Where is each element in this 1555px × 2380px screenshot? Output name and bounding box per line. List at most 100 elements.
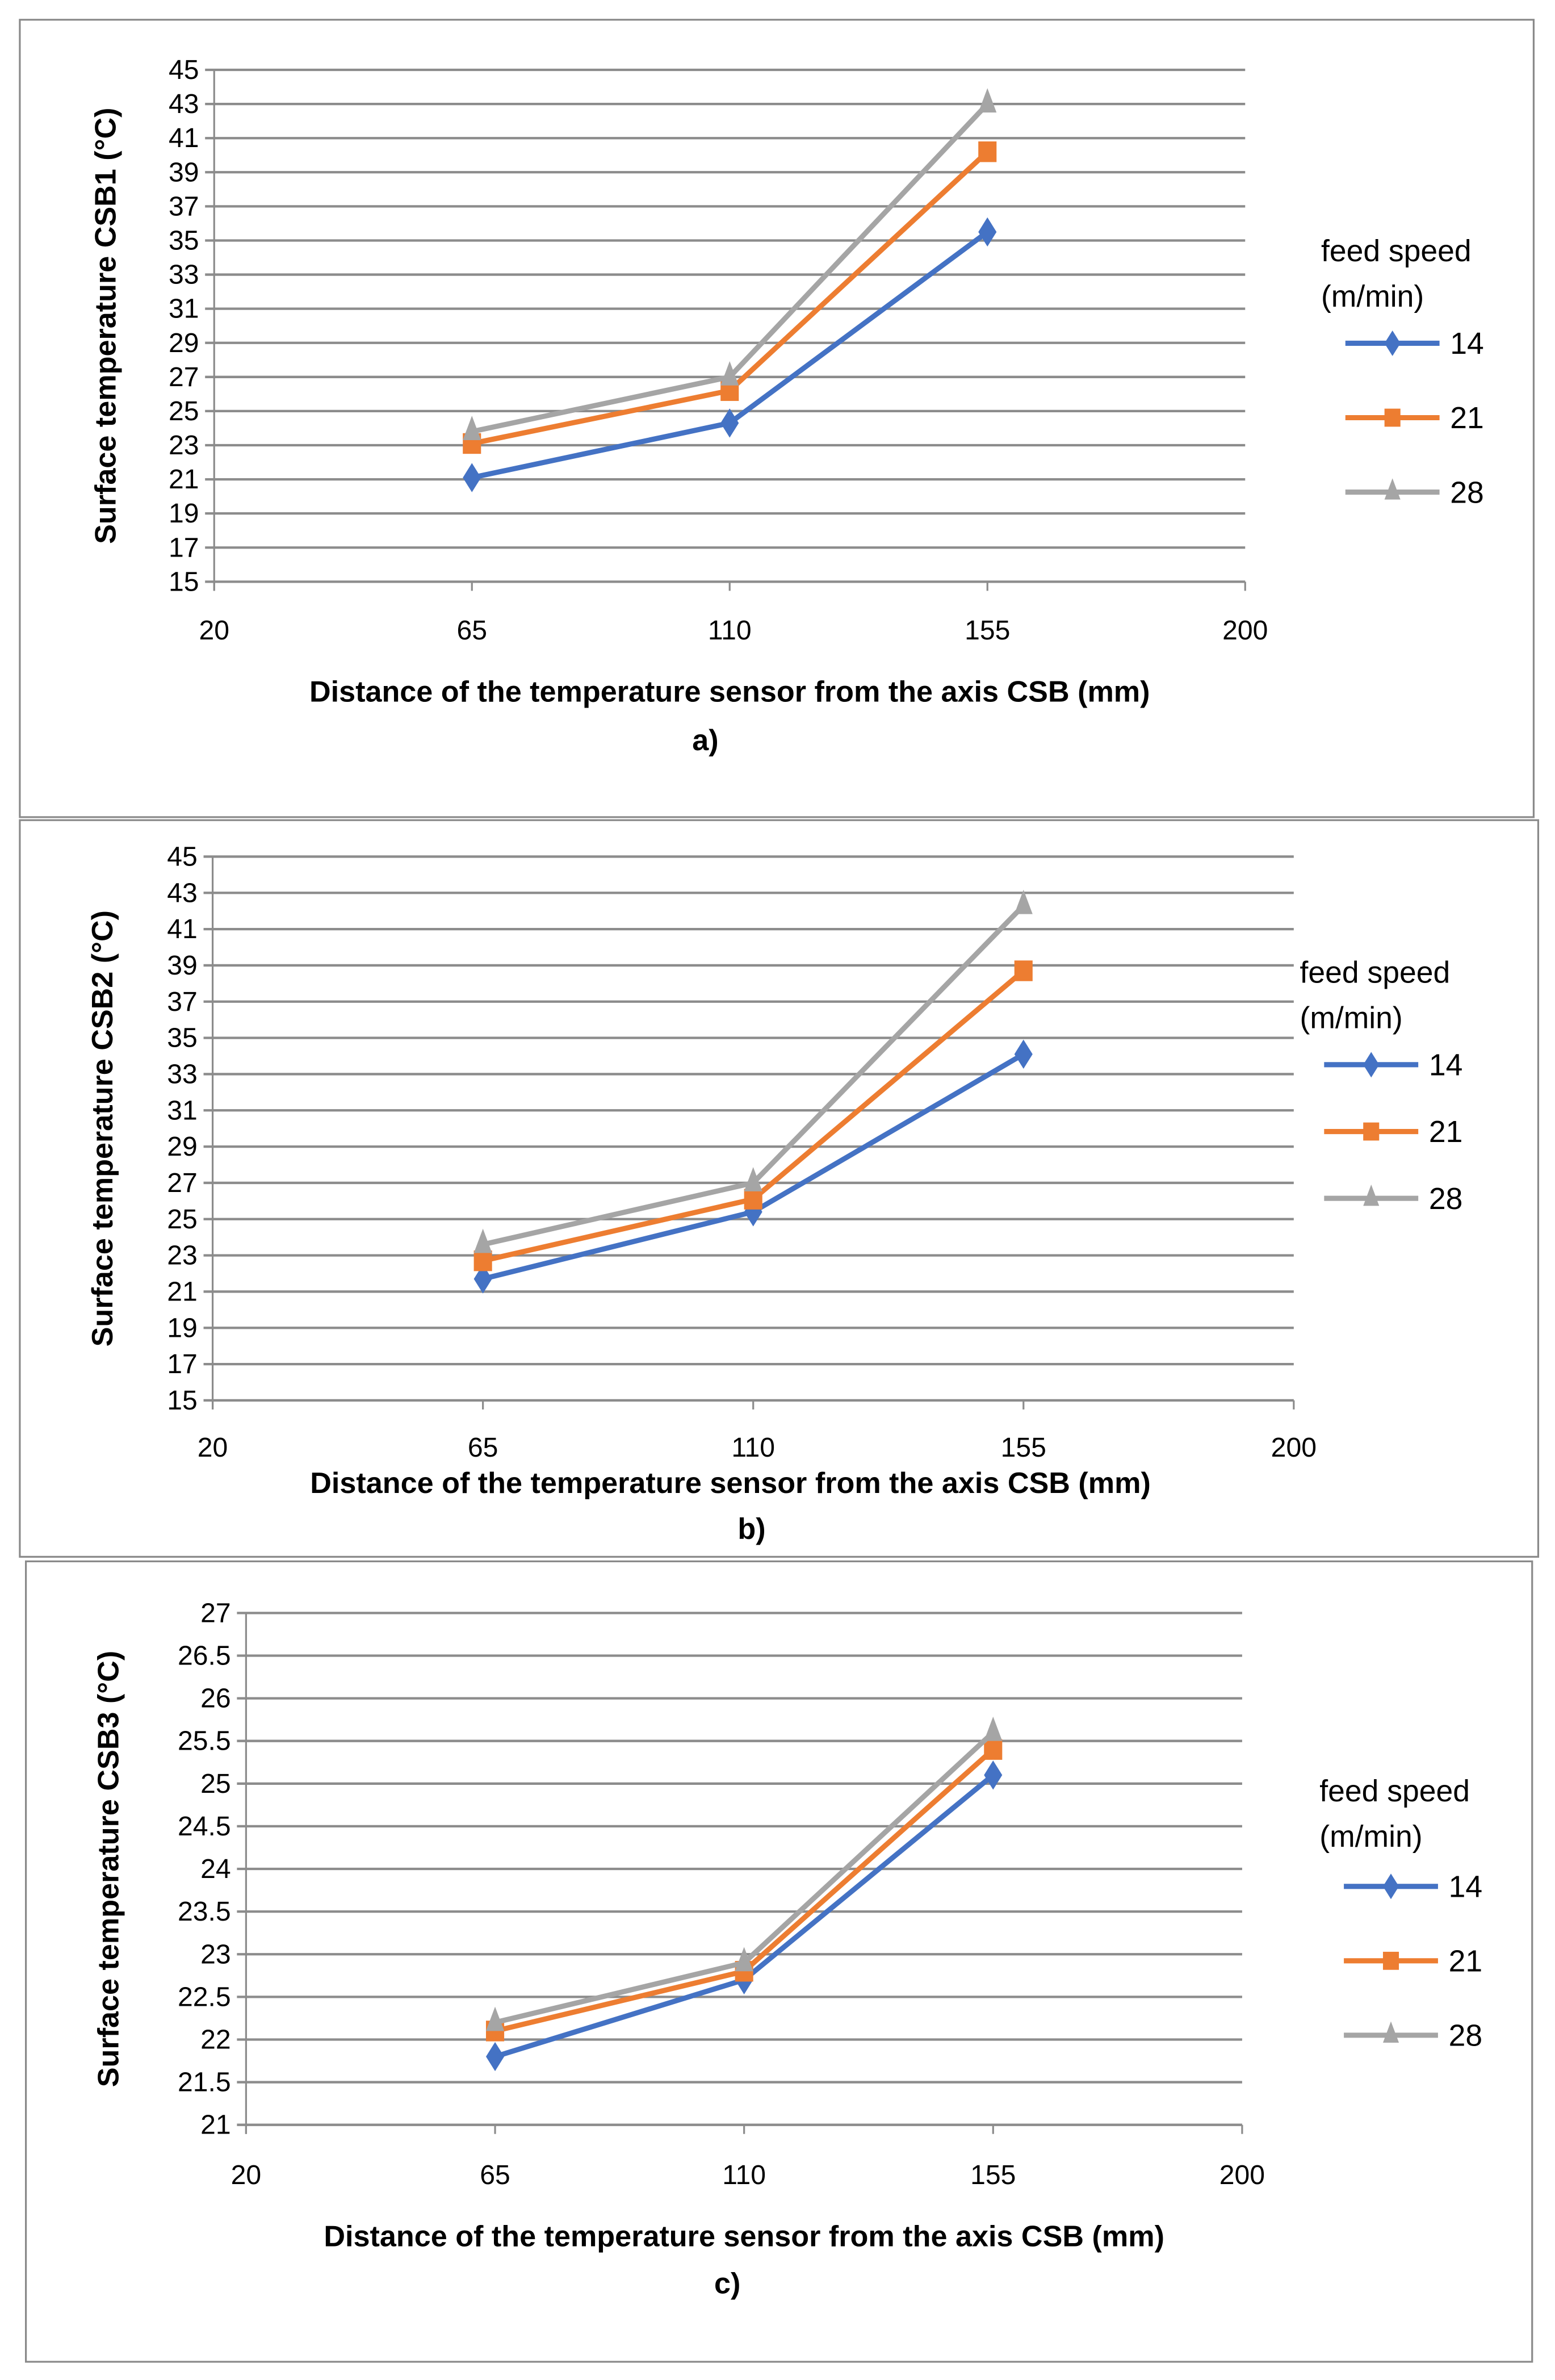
- y-tick-label: 33: [169, 260, 199, 290]
- x-tick-label: 110: [722, 2160, 766, 2190]
- legend-marker-diamond: [1363, 1052, 1380, 1078]
- y-tick-label: 23: [169, 430, 199, 461]
- legend-label: 28: [1450, 476, 1484, 509]
- data-point-diamond: [1014, 1039, 1033, 1069]
- y-tick-label: 19: [167, 1312, 198, 1343]
- y-tick-label: 22: [200, 2025, 231, 2055]
- panel-label: b): [737, 1512, 765, 1545]
- y-tick-label: 21.5: [178, 2067, 231, 2098]
- legend-marker-triangle: [1382, 2021, 1399, 2043]
- x-tick-label: 110: [708, 615, 752, 646]
- series-14: [463, 217, 997, 492]
- y-tick-label: 35: [169, 225, 199, 256]
- series-28: [485, 1716, 1003, 2031]
- legend-marker-diamond: [1382, 1873, 1399, 1900]
- panel-border: [19, 19, 1535, 818]
- y-tick-label: 21: [169, 464, 199, 495]
- y-axis-title: Surface temperature CSB3 (°C): [93, 1651, 125, 2087]
- data-point-triangle: [744, 1167, 762, 1191]
- series-28: [473, 889, 1033, 1253]
- y-tick-label: 24: [200, 1854, 231, 1884]
- x-tick-label: 20: [199, 615, 229, 646]
- y-tick-label: 15: [167, 1385, 198, 1416]
- panel-border: [24, 1560, 1533, 2363]
- x-tick-label: 200: [1219, 2160, 1265, 2190]
- y-tick-label: 45: [167, 841, 198, 872]
- x-tick-label: 65: [468, 1432, 498, 1463]
- legend-label: 21: [1450, 401, 1484, 435]
- legend-title: feed speed: [1300, 956, 1451, 989]
- legend-marker-diamond: [1384, 330, 1401, 356]
- data-point-diamond: [473, 1264, 492, 1294]
- series-28: [463, 88, 997, 440]
- y-tick-label: 17: [167, 1349, 198, 1379]
- x-axis-title: Distance of the temperature sensor from …: [309, 676, 1150, 709]
- legend-marker-square: [1384, 408, 1401, 427]
- y-tick-label: 39: [167, 950, 198, 981]
- y-tick-label: 25.5: [178, 1726, 231, 1756]
- data-point-square: [978, 141, 997, 162]
- panel-border: [19, 819, 1540, 1558]
- data-point-diamond: [463, 463, 481, 492]
- y-tick-label: 37: [169, 191, 199, 221]
- y-tick-label: 26: [200, 1683, 231, 1714]
- x-tick-label: 65: [456, 615, 487, 646]
- y-tick-label: 37: [167, 986, 198, 1017]
- legend-label: 14: [1450, 327, 1484, 361]
- y-axis-title: Surface temperature CSB2 (°C): [86, 910, 119, 1346]
- y-tick-label: 43: [169, 89, 199, 119]
- x-tick-label: 20: [198, 1432, 228, 1463]
- y-tick-label: 41: [167, 914, 198, 944]
- data-point-diamond: [984, 1760, 1003, 1790]
- legend-label: 21: [1449, 1945, 1483, 1979]
- y-tick-label: 19: [169, 498, 199, 529]
- legend-label: 28: [1449, 2019, 1483, 2053]
- legend-marker-square: [1363, 1122, 1380, 1141]
- chart-panel-b: 15 17 19 21 23 25 27 29 31 33 35 37 39 41 43 45 20 65 110 1…: [19, 819, 1540, 1558]
- data-point-triangle: [735, 1947, 753, 1972]
- legend-subtitle: (m/min): [1300, 1002, 1403, 1035]
- y-tick-label: 26.5: [178, 1641, 231, 1671]
- data-point-triangle: [984, 1716, 1003, 1741]
- y-tick-label: 23: [167, 1240, 198, 1271]
- y-tick-label: 23: [200, 1939, 231, 1969]
- x-tick-label: 110: [731, 1432, 775, 1463]
- legend-subtitle: (m/min): [1319, 1820, 1422, 1854]
- y-tick-label: 25: [169, 396, 199, 426]
- y-tick-label: 35: [167, 1023, 198, 1053]
- y-tick-label: 25: [200, 1768, 231, 1799]
- legend-label: 28: [1429, 1182, 1463, 1216]
- x-axis-title: Distance of the temperature sensor from …: [324, 2220, 1164, 2253]
- x-tick-label: 155: [965, 615, 1010, 646]
- legend-marker-triangle: [1363, 1184, 1380, 1206]
- legend-label: 14: [1429, 1049, 1463, 1082]
- legend-subtitle: (m/min): [1321, 280, 1424, 313]
- y-tick-label: 24.5: [178, 1811, 231, 1842]
- y-tick-label: 22.5: [178, 1981, 231, 2012]
- data-point-triangle: [473, 1228, 492, 1253]
- y-tick-label: 43: [167, 877, 198, 908]
- legend-label: 14: [1449, 1870, 1483, 1904]
- y-tick-label: 31: [167, 1095, 198, 1126]
- data-point-triangle: [978, 88, 997, 113]
- data-point-triangle: [463, 416, 481, 440]
- legend-label: 21: [1429, 1115, 1463, 1149]
- x-tick-label: 200: [1222, 615, 1268, 646]
- data-point-square: [1014, 960, 1033, 981]
- legend-marker-triangle: [1384, 478, 1401, 500]
- data-point-triangle: [1014, 889, 1033, 914]
- y-tick-label: 23.5: [178, 1896, 231, 1927]
- y-tick-label: 27: [200, 1597, 231, 1628]
- y-tick-label: 29: [167, 1131, 198, 1162]
- y-tick-label: 25: [167, 1204, 198, 1235]
- chart-panel-c: 21 21.5 22 22.5 23 23.5 24 24.5 25 25.5 26 26.5 27 20…: [24, 1560, 1533, 2363]
- data-point-square: [473, 1250, 492, 1271]
- y-tick-label: 17: [169, 532, 199, 563]
- x-axis-title: Distance of the temperature sensor from …: [310, 1467, 1151, 1500]
- legend-marker-square: [1382, 1951, 1399, 1970]
- legend-title: feed speed: [1321, 235, 1472, 268]
- x-tick-label: 155: [970, 2160, 1016, 2190]
- y-tick-label: 27: [169, 362, 199, 392]
